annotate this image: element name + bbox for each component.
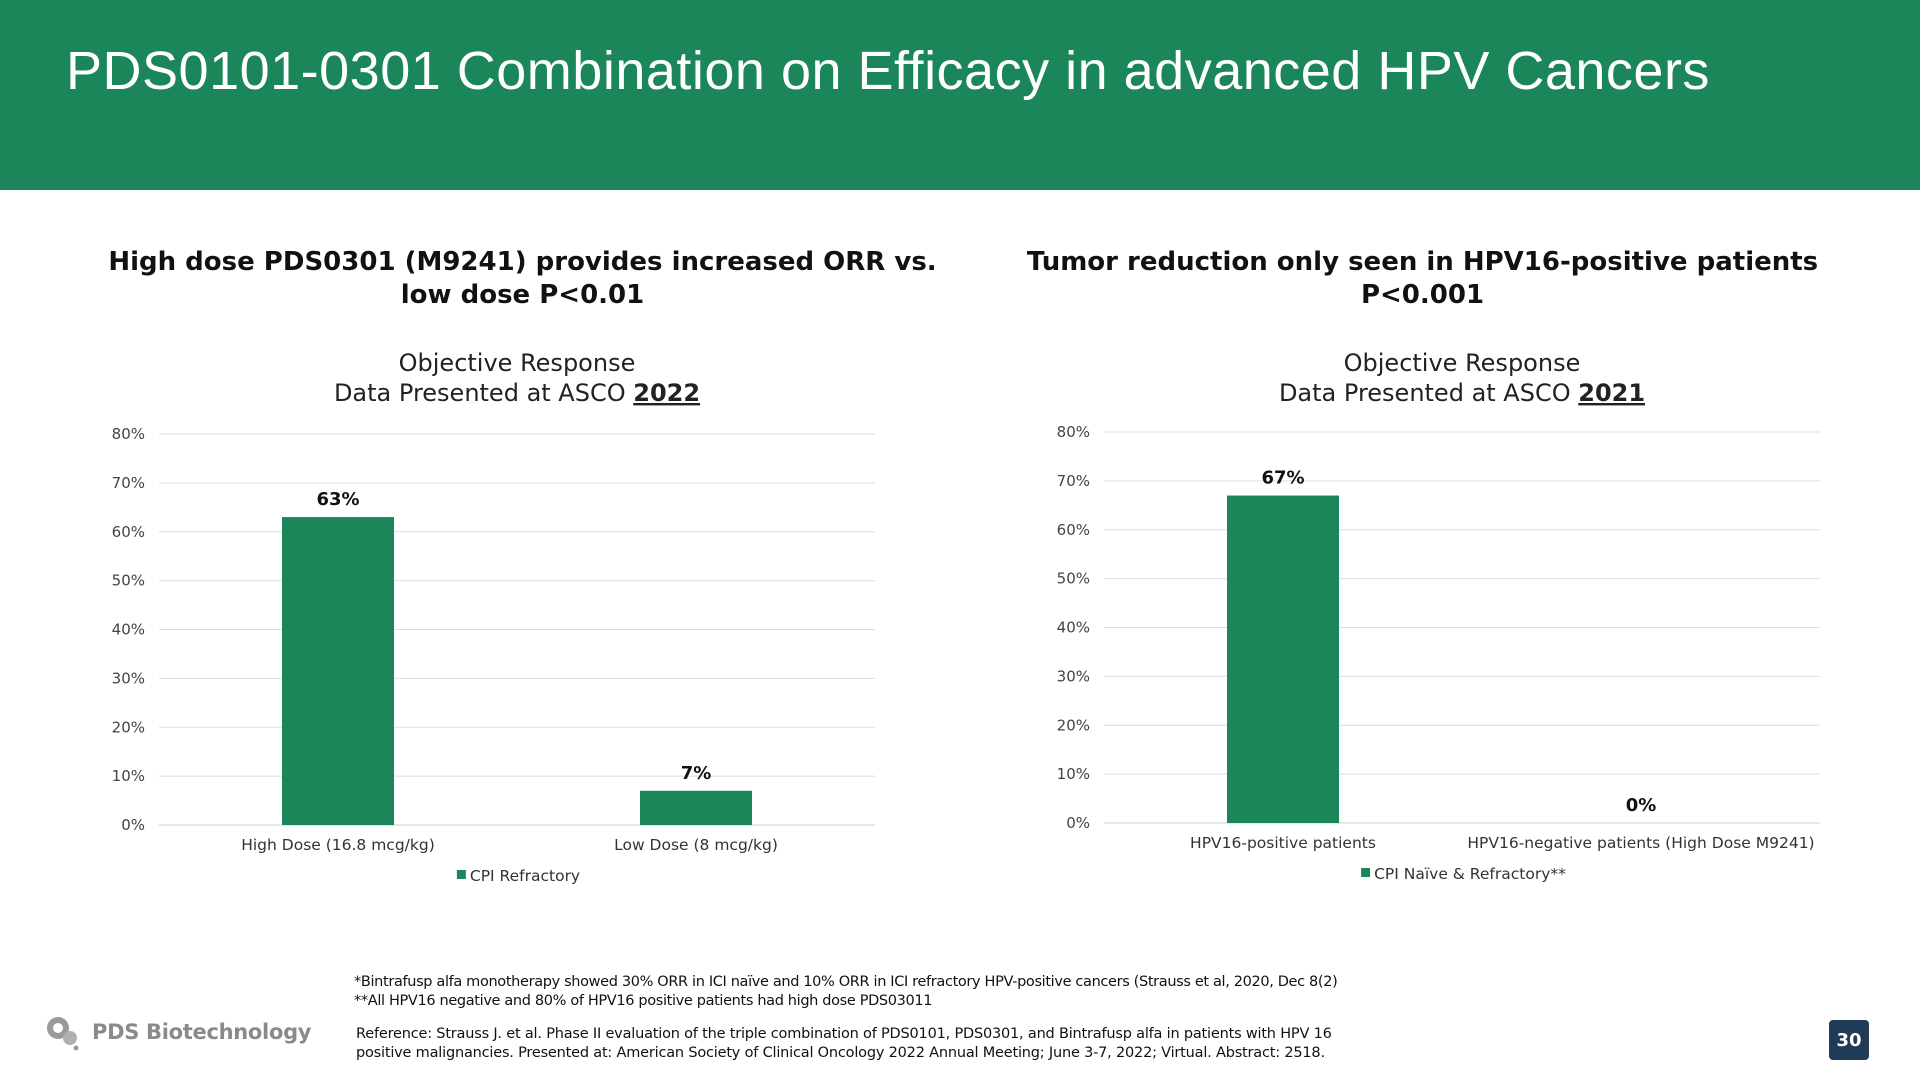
y-tick-label: 70% [112, 474, 145, 492]
y-tick-label: 50% [1057, 570, 1090, 588]
y-tick-label: 50% [112, 572, 145, 590]
logo-text: PDS Biotechnology [92, 1020, 312, 1044]
y-tick-label: 30% [112, 669, 145, 687]
left-heading-line1: High dose PDS0301 (M9241) provides incre… [108, 247, 937, 277]
data-label: 7% [681, 763, 712, 784]
legend-swatch [1361, 868, 1371, 877]
y-tick-label: 10% [112, 767, 145, 785]
legend-label: CPI Refractory [470, 867, 580, 885]
page-number: 30 [1829, 1020, 1869, 1060]
bar [640, 790, 752, 825]
company-logo: PDS Biotechnology [44, 1013, 312, 1051]
y-tick-label: 0% [1066, 814, 1090, 832]
right-heading-line2: P<0.001 [1360, 280, 1485, 310]
y-tick-label: 60% [1057, 521, 1090, 539]
legend-label: CPI Naïve & Refractory** [1374, 865, 1566, 883]
x-tick-label: HPV16-positive patients [1190, 834, 1376, 852]
y-tick-label: 20% [1057, 716, 1090, 734]
y-tick-label: 40% [1057, 619, 1090, 637]
y-tick-label: 80% [1057, 423, 1090, 441]
pds-logo-icon [47, 1017, 79, 1051]
left-panel-heading: High dose PDS0301 (M9241) provides incre… [100, 246, 945, 312]
title-banner: PDS0101-0301 Combination on Efficacy in … [0, 0, 1920, 190]
reference-line-1: Reference: Strauss J. et al. Phase II ev… [356, 1026, 1332, 1042]
left-heading-line2: low dose P<0.01 [400, 280, 645, 310]
legend: CPI Refractory [456, 867, 580, 885]
chart-title-year: 2021 [1578, 379, 1645, 407]
y-tick-label: 80% [112, 425, 145, 443]
chart-title-prefix: Data Presented at ASCO [1279, 379, 1578, 407]
right-heading-line1: Tumor reduction only seen in HPV16-posit… [1026, 247, 1819, 277]
y-tick-label: 10% [1057, 765, 1090, 783]
data-label: 63% [316, 489, 359, 510]
data-label: 67% [1261, 468, 1304, 489]
y-tick-label: 70% [1057, 472, 1090, 490]
y-tick-label: 30% [1057, 667, 1090, 685]
y-tick-label: 60% [112, 523, 145, 541]
data-label: 0% [1626, 795, 1657, 816]
x-tick-label: HPV16-negative patients (High Dose M9241… [1467, 834, 1814, 852]
legend-swatch [456, 870, 466, 879]
reference-line-2: positive malignancies. Presented at: Ame… [356, 1045, 1325, 1061]
x-tick-label: Low Dose (8 mcg/kg) [614, 836, 778, 854]
footnote-2: **All HPV16 negative and 80% of HPV16 po… [354, 993, 933, 1009]
bar [282, 517, 394, 825]
footnotes: *Bintrafusp alfa monotherapy showed 30% … [354, 973, 1338, 1011]
x-tick-label: High Dose (16.8 mcg/kg) [241, 836, 435, 854]
legend: CPI Naïve & Refractory** [1361, 865, 1566, 883]
chart-title-line1: Objective Response [399, 349, 636, 377]
y-tick-label: 40% [112, 621, 145, 639]
reference: Reference: Strauss J. et al. Phase II ev… [356, 1025, 1332, 1063]
chart-title-prefix: Data Presented at ASCO [334, 379, 633, 407]
chart-title-year: 2022 [633, 379, 700, 407]
chart-title-line2: Data Presented at ASCO 2022 [334, 379, 700, 407]
chart-title-line1: Objective Response [1344, 349, 1581, 377]
footnote-1: *Bintrafusp alfa monotherapy showed 30% … [354, 974, 1338, 990]
slide-title: PDS0101-0301 Combination on Efficacy in … [66, 41, 1710, 101]
y-tick-label: 20% [112, 718, 145, 736]
bar [1227, 495, 1339, 823]
right-panel-heading: Tumor reduction only seen in HPV16-posit… [1010, 246, 1835, 312]
y-tick-label: 0% [121, 816, 145, 834]
chart-title-line2: Data Presented at ASCO 2021 [1279, 379, 1645, 407]
